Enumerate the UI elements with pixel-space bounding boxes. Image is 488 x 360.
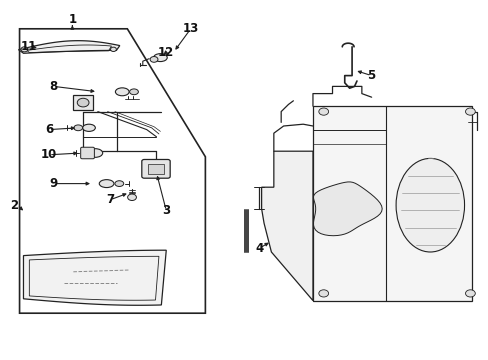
Ellipse shape (115, 88, 129, 96)
Polygon shape (313, 182, 382, 236)
Bar (148, 164, 163, 174)
Ellipse shape (150, 57, 158, 62)
Text: 11: 11 (20, 40, 37, 53)
Polygon shape (19, 41, 120, 53)
Circle shape (77, 98, 89, 107)
Ellipse shape (153, 54, 167, 62)
Circle shape (465, 108, 474, 115)
FancyBboxPatch shape (142, 159, 170, 178)
Circle shape (318, 108, 328, 115)
Text: 13: 13 (182, 22, 199, 35)
Text: 3: 3 (162, 204, 170, 217)
Ellipse shape (99, 180, 114, 188)
Circle shape (110, 47, 116, 51)
Ellipse shape (82, 124, 95, 131)
Circle shape (465, 290, 474, 297)
Text: 8: 8 (50, 80, 58, 93)
Bar (73, 95, 93, 110)
Text: 5: 5 (367, 69, 375, 82)
Ellipse shape (74, 125, 82, 131)
Ellipse shape (88, 149, 102, 157)
FancyBboxPatch shape (81, 147, 94, 159)
Text: 2: 2 (10, 199, 18, 212)
Text: 9: 9 (50, 177, 58, 190)
Polygon shape (261, 151, 312, 301)
Polygon shape (23, 250, 166, 305)
Text: 1: 1 (68, 13, 76, 26)
Text: 10: 10 (41, 148, 57, 161)
Text: 4: 4 (255, 242, 263, 255)
Circle shape (127, 194, 136, 201)
Text: 6: 6 (45, 123, 53, 136)
Text: 7: 7 (106, 193, 114, 206)
Ellipse shape (115, 181, 123, 186)
Ellipse shape (129, 89, 138, 95)
Text: 12: 12 (158, 46, 174, 59)
Ellipse shape (395, 158, 464, 252)
Circle shape (21, 47, 28, 52)
Bar (312, 106, 471, 301)
Circle shape (318, 290, 328, 297)
